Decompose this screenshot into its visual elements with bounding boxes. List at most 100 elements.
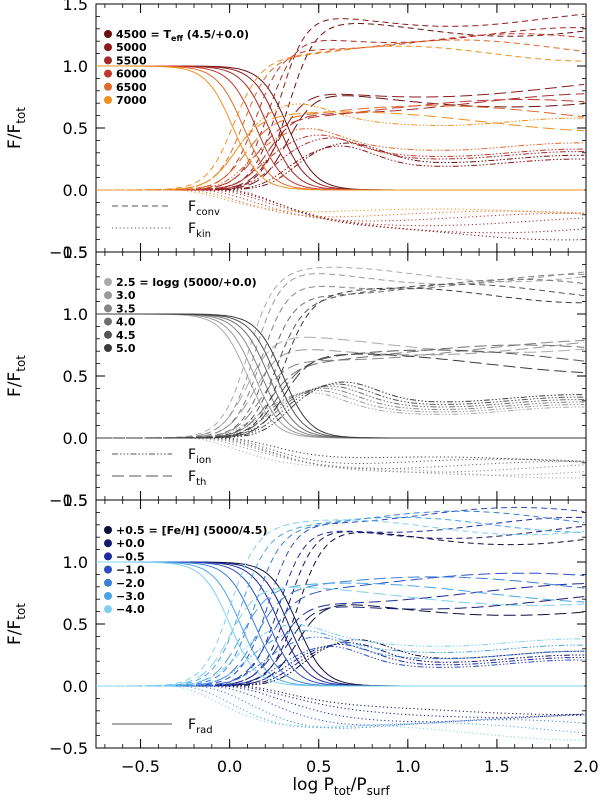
line-legend-sub: conv	[196, 207, 220, 218]
legend-value: 5000	[116, 41, 147, 54]
legend-value: 5.0	[116, 342, 136, 355]
legend-dot-4500	[104, 30, 112, 38]
y-tick-label: 1.5	[63, 0, 88, 14]
x-axis-label-mid: /P	[351, 775, 367, 795]
series-th-7000	[96, 111, 585, 191]
series-conv-−3.0	[96, 516, 585, 687]
y-tick-label: −0.5	[49, 491, 88, 510]
series-ion-−4.0	[96, 624, 585, 687]
series-th-2.5	[96, 336, 585, 439]
y-tick-label: 1.5	[63, 491, 88, 510]
legend-title-suffix: (4.5/+0.0)	[183, 28, 249, 41]
series-kin-6500	[96, 189, 585, 218]
series-kin-7000	[96, 189, 585, 215]
legend-title: = T	[147, 28, 172, 41]
x-axis-label-main: log P	[292, 775, 334, 795]
series-rad-3.0	[96, 313, 585, 439]
series-th-+0.0	[96, 596, 585, 687]
series-conv-6000	[96, 33, 585, 191]
panel-bottom: −0.50.00.51.01.5F/Ftot+0.5 = [Fe/H] (500…	[5, 491, 599, 798]
series-conv-7000	[96, 45, 585, 191]
panel-middle: −0.5 0.0 0.5 1.0 1.5 F/Ftot 2.5 = logg (5000/+…	[5, 243, 587, 510]
legend-value: +0.0	[116, 537, 145, 550]
series-ion-3.5	[96, 387, 585, 439]
x-tick-label: 1.5	[484, 757, 509, 776]
series-ion-+0.0	[96, 642, 585, 687]
legend-value: −1.0	[116, 564, 145, 577]
series-rad-5000	[96, 65, 585, 191]
legend-dot-6500	[104, 82, 112, 91]
legend-label: 6500	[116, 81, 147, 94]
line-legend-sub: kin	[196, 229, 211, 240]
panel-top: −0.5 0.0 0.5 1.0 1.5 F/Ftot 4500 = Teff (4.5/+…	[5, 0, 587, 262]
legend-dot-4.0	[104, 317, 112, 326]
legend-label: 5.0	[116, 342, 136, 355]
series-kin-6000	[96, 189, 585, 222]
x-tick-label: 2.0	[573, 757, 598, 776]
legend-value: −2.0	[116, 577, 145, 590]
series-ion-−1.0	[96, 645, 585, 687]
series-ion-−3.0	[96, 630, 585, 687]
series-kin-+0.0	[96, 685, 585, 718]
curves	[96, 266, 585, 479]
legend-label: 3.0	[116, 289, 136, 302]
legend-label: −4.0	[116, 603, 145, 616]
series-rad-5500	[96, 65, 585, 191]
series-ion-+0.5	[96, 639, 585, 687]
series-ion-−2.0	[96, 636, 585, 687]
series-ion-5000	[96, 145, 585, 191]
y-axis-label-main: F/F	[5, 620, 25, 645]
series-kin-3.0	[96, 437, 585, 476]
legend-label: 4.0	[116, 316, 136, 329]
series-kin-5.0	[96, 437, 585, 463]
x-tick-label: 0.0	[217, 757, 242, 776]
y-axis-label-sub: tot	[14, 355, 28, 372]
series-conv-−2.0	[96, 510, 585, 687]
series-kin-−3.0	[96, 685, 585, 734]
legend-label: 4.5	[116, 329, 136, 342]
series-ion-5500	[96, 137, 585, 191]
y-tick-label: 0.5	[63, 367, 88, 386]
line-legend-label: Fconv	[188, 199, 220, 218]
legend-label: −0.5	[116, 550, 145, 563]
series-conv-+0.5	[96, 532, 585, 687]
legend-dot-+0.0	[104, 539, 112, 548]
line-legend-main: F	[188, 199, 196, 215]
series-ion-5.0	[96, 381, 585, 439]
legend-value: −4.0	[116, 603, 145, 616]
legend-dot-6000	[104, 69, 112, 78]
legend-dot-−2.0	[104, 578, 112, 587]
line-legend-label: Frad	[188, 717, 213, 736]
legend-dot-−3.0	[104, 592, 112, 600]
series-th-4.5	[96, 349, 585, 439]
legend-dot-5500	[104, 56, 112, 65]
y-tick-label: 1.5	[63, 243, 88, 262]
legend-value: 3.0	[116, 289, 136, 302]
legend-value: 5500	[116, 54, 147, 67]
series-th-6500	[96, 105, 585, 191]
legend-label: 3.5	[116, 302, 136, 315]
legend-label: 4500 = Teff (4.5/+0.0)	[116, 28, 249, 43]
y-axis-label-sub: tot	[14, 603, 28, 620]
series-conv-3.5	[96, 273, 585, 439]
series-kin-+0.5	[96, 685, 585, 715]
y-axis-label-main: F/F	[5, 372, 25, 397]
series-ion-7000	[96, 103, 585, 191]
y-axis-label-sub: tot	[14, 107, 28, 124]
series-conv-6500	[96, 39, 585, 191]
y-tick-label: 0.5	[63, 615, 88, 634]
legend-label: 7000	[116, 94, 147, 107]
series-th-−3.0	[96, 582, 585, 687]
y-tick-label: 0.5	[63, 119, 88, 138]
y-tick-label: 1.0	[63, 553, 88, 572]
series-ion-4500	[96, 142, 585, 191]
legend-value: 7000	[116, 94, 147, 107]
y-tick-label: 0.0	[63, 181, 88, 200]
legend-label: 6000	[116, 68, 147, 81]
legend-label: −2.0	[116, 577, 145, 590]
legend-label: +0.0	[116, 537, 145, 550]
legend-title-sub: eff	[171, 34, 183, 43]
line-legend-label: Fkin	[188, 221, 211, 240]
series-th-−2.0	[96, 576, 585, 687]
legend-value: +0.5	[116, 524, 145, 537]
